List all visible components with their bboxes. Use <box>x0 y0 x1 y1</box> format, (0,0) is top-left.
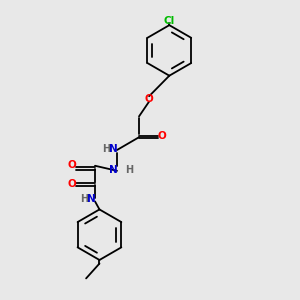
Text: O: O <box>145 94 154 104</box>
Text: H: H <box>102 144 110 154</box>
Text: Cl: Cl <box>164 16 175 26</box>
Text: O: O <box>158 131 166 141</box>
Text: O: O <box>68 160 76 170</box>
Text: H: H <box>80 194 88 204</box>
Text: H: H <box>125 165 133 175</box>
Text: O: O <box>68 179 76 190</box>
Text: N: N <box>109 144 118 154</box>
Text: N: N <box>87 194 96 204</box>
Text: N: N <box>109 165 118 175</box>
